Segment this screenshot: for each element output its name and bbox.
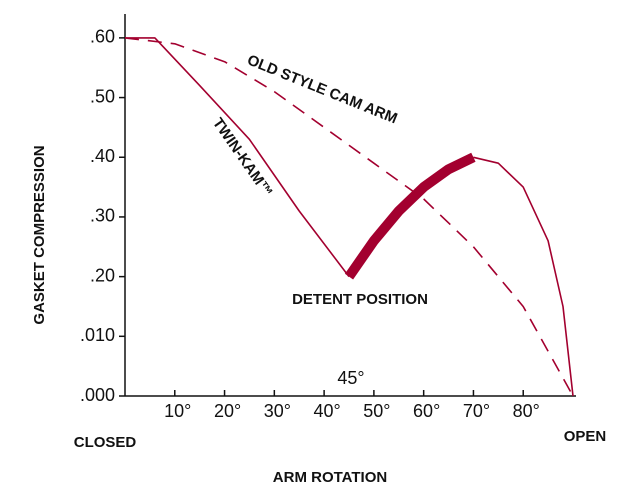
x-tick-label: 80° xyxy=(513,401,540,421)
x-tick-label: 30° xyxy=(264,401,291,421)
series-line xyxy=(124,37,574,397)
series-line xyxy=(125,37,574,397)
series-label: DETENT POSITION xyxy=(292,291,428,308)
x-tick-label: 10° xyxy=(164,401,191,421)
x-tick-label: 20° xyxy=(214,401,241,421)
annotation: OPEN xyxy=(564,428,607,445)
annotation: 45° xyxy=(337,368,364,388)
x-tick-label: 50° xyxy=(363,401,390,421)
y-tick-label: .60 xyxy=(90,27,115,47)
y-tick-label: .000 xyxy=(80,385,115,405)
x-tick-label: 70° xyxy=(463,401,490,421)
y-tick-label: .30 xyxy=(90,206,115,226)
y-tick-label: .010 xyxy=(80,325,115,345)
y-axis-label: GASKET COMPRESSION xyxy=(31,145,48,324)
y-tick-label: .50 xyxy=(90,86,115,106)
series-line xyxy=(344,152,476,280)
annotation: CLOSED xyxy=(74,434,137,451)
x-axis-label: ARM ROTATION xyxy=(273,469,387,486)
series-label: OLD STYLE CAM ARM xyxy=(245,52,400,128)
series-label: TWIN-KAM™ xyxy=(209,115,276,201)
y-tick-label: .20 xyxy=(90,265,115,285)
x-tick-label: 40° xyxy=(313,401,340,421)
x-tick-label: 60° xyxy=(413,401,440,421)
y-tick-label: .40 xyxy=(90,146,115,166)
